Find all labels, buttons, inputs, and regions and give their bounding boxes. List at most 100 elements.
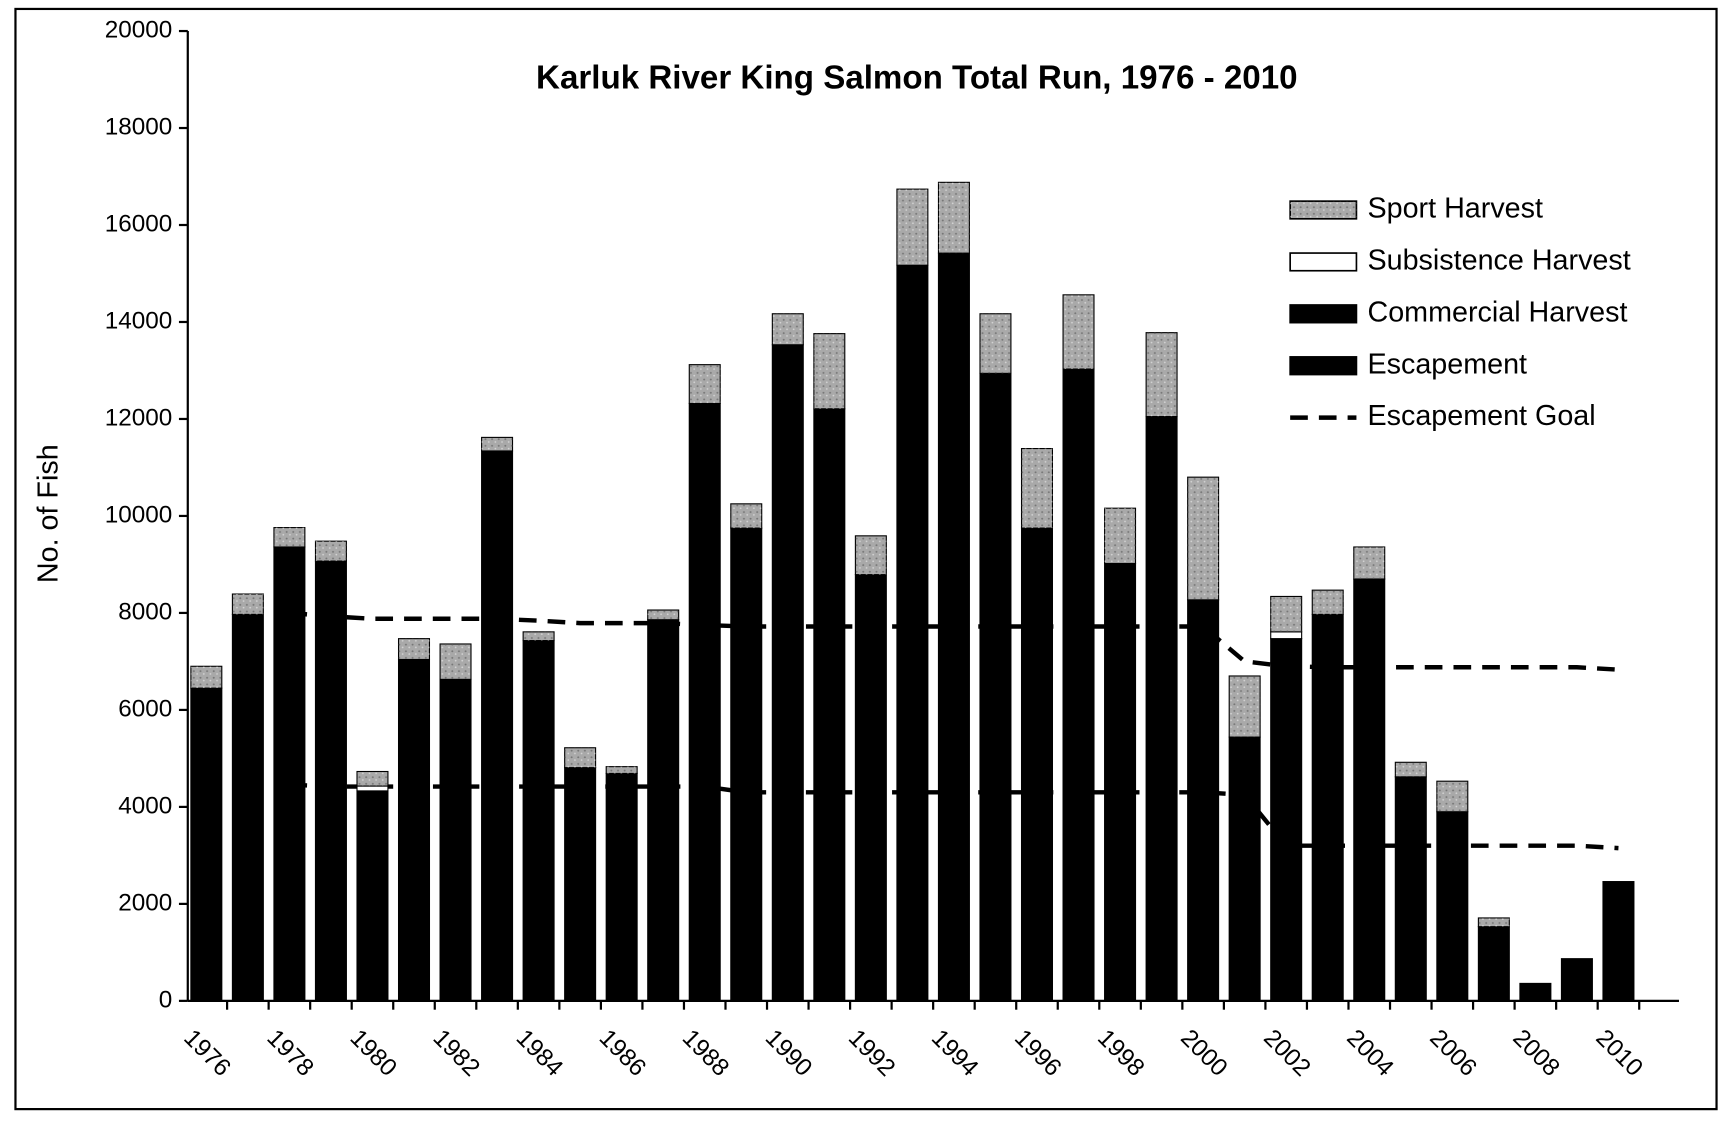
bar-texture <box>523 631 555 641</box>
bar-texture <box>1270 596 1302 632</box>
bar-segment <box>647 619 680 1002</box>
x-tick-label: 1992 <box>843 1024 900 1081</box>
bar-segment <box>937 252 970 1002</box>
bar-texture <box>190 666 222 689</box>
bar-texture <box>1478 917 1510 927</box>
legend-texture <box>1290 201 1357 219</box>
bar-texture <box>896 189 928 266</box>
bar-segment <box>1560 958 1593 1002</box>
y-tick-label: 12000 <box>105 404 173 431</box>
bar-segment <box>979 372 1012 1002</box>
x-tick-label: 1980 <box>345 1024 402 1081</box>
legend-swatch <box>1289 356 1358 376</box>
bar-segment <box>564 767 597 1002</box>
bar-segment <box>273 546 306 1002</box>
bar-texture <box>1229 675 1261 738</box>
x-tick-label: 1986 <box>594 1024 651 1081</box>
bar-segment <box>1187 599 1220 1002</box>
x-tick-label: 1988 <box>677 1024 734 1081</box>
bar-segment <box>1020 527 1054 1002</box>
y-tick-label: 0 <box>159 986 173 1013</box>
bar-texture <box>232 594 264 615</box>
bar-texture <box>564 747 596 768</box>
bar-segment <box>730 527 763 1002</box>
legend-label: Subsistence Harvest <box>1367 244 1630 276</box>
bar-texture <box>1104 508 1136 564</box>
bar-texture <box>273 527 305 547</box>
x-tick-label: 2002 <box>1258 1024 1315 1081</box>
y-tick-label: 4000 <box>118 792 172 819</box>
bar-segment <box>896 264 929 1002</box>
bar-texture <box>398 638 430 660</box>
bar-texture <box>979 313 1011 374</box>
legend-label: Sport Harvest <box>1367 193 1542 225</box>
bar-texture <box>689 364 721 404</box>
bar-segment <box>1145 415 1178 1002</box>
y-tick-label: 6000 <box>118 695 172 722</box>
bar-texture <box>357 771 388 787</box>
bar-texture <box>440 643 471 680</box>
x-tick-label: 1978 <box>262 1024 319 1081</box>
y-tick-label: 14000 <box>105 307 173 334</box>
bar-texture <box>1436 781 1468 812</box>
chart-title: Karluk River King Salmon Total Run, 1976… <box>536 59 1298 96</box>
bar-segment <box>1062 368 1095 1002</box>
x-tick-label: 1976 <box>178 1024 235 1081</box>
bar-segment <box>1228 736 1261 1002</box>
bar-texture <box>1353 546 1385 579</box>
bar-texture <box>813 333 845 409</box>
x-tick-label: 2004 <box>1341 1024 1398 1081</box>
bar-segment <box>1519 982 1552 1002</box>
bar-segment <box>1270 638 1303 1002</box>
bar-texture <box>1063 294 1094 370</box>
legend-label: Escapement Goal <box>1367 400 1595 432</box>
bar-segment <box>1311 613 1344 1002</box>
bar-segment <box>1436 811 1469 1002</box>
bar-texture <box>855 535 887 575</box>
bar-segment <box>481 450 514 1002</box>
bar-texture <box>1312 590 1344 615</box>
x-tick-label: 1984 <box>511 1024 568 1081</box>
y-tick-label: 16000 <box>105 210 173 237</box>
bar-texture <box>647 610 679 620</box>
legend-swatch <box>1289 304 1358 324</box>
x-tick-label: 1998 <box>1092 1024 1149 1081</box>
bar-segment <box>1270 631 1303 640</box>
bar-texture <box>772 313 804 345</box>
x-tick-label: 2010 <box>1591 1024 1648 1081</box>
x-tick-label: 2006 <box>1424 1024 1481 1081</box>
bar-segment <box>231 613 264 1002</box>
bar-texture <box>315 541 347 562</box>
bar-texture <box>938 182 970 254</box>
bar-texture <box>481 437 513 451</box>
x-tick-label: 1996 <box>1009 1024 1066 1081</box>
bar-texture <box>1021 448 1053 529</box>
y-tick-label: 18000 <box>105 113 173 140</box>
bar-segment <box>605 772 638 1002</box>
x-tick-label: 2008 <box>1507 1024 1564 1081</box>
bar-texture <box>730 503 762 529</box>
bar-texture <box>606 766 638 774</box>
x-tick-label: 1990 <box>760 1024 817 1081</box>
bar-segment <box>190 687 223 1002</box>
bar-segment <box>813 408 846 1002</box>
bar-segment <box>1353 578 1386 1002</box>
legend-label: Escapement <box>1367 348 1527 380</box>
bar-segment <box>397 658 431 1002</box>
bar-segment <box>1104 562 1137 1002</box>
x-tick-label: 1994 <box>926 1024 983 1081</box>
bar-segment <box>1394 776 1427 1002</box>
x-tick-label: 2000 <box>1175 1024 1232 1081</box>
bar-texture <box>1395 762 1427 777</box>
bar-segment <box>771 344 804 1002</box>
bar-segment <box>854 574 887 1002</box>
y-axis-label: No. of Fish <box>32 444 64 583</box>
bar-segment <box>439 678 472 1002</box>
legend-swatch <box>1289 252 1358 272</box>
y-tick-label: 8000 <box>118 598 172 625</box>
bar-segment <box>1477 926 1510 1002</box>
bar-texture <box>1146 332 1178 417</box>
bar-segment <box>314 560 347 1002</box>
x-tick-label: 1982 <box>428 1024 485 1081</box>
